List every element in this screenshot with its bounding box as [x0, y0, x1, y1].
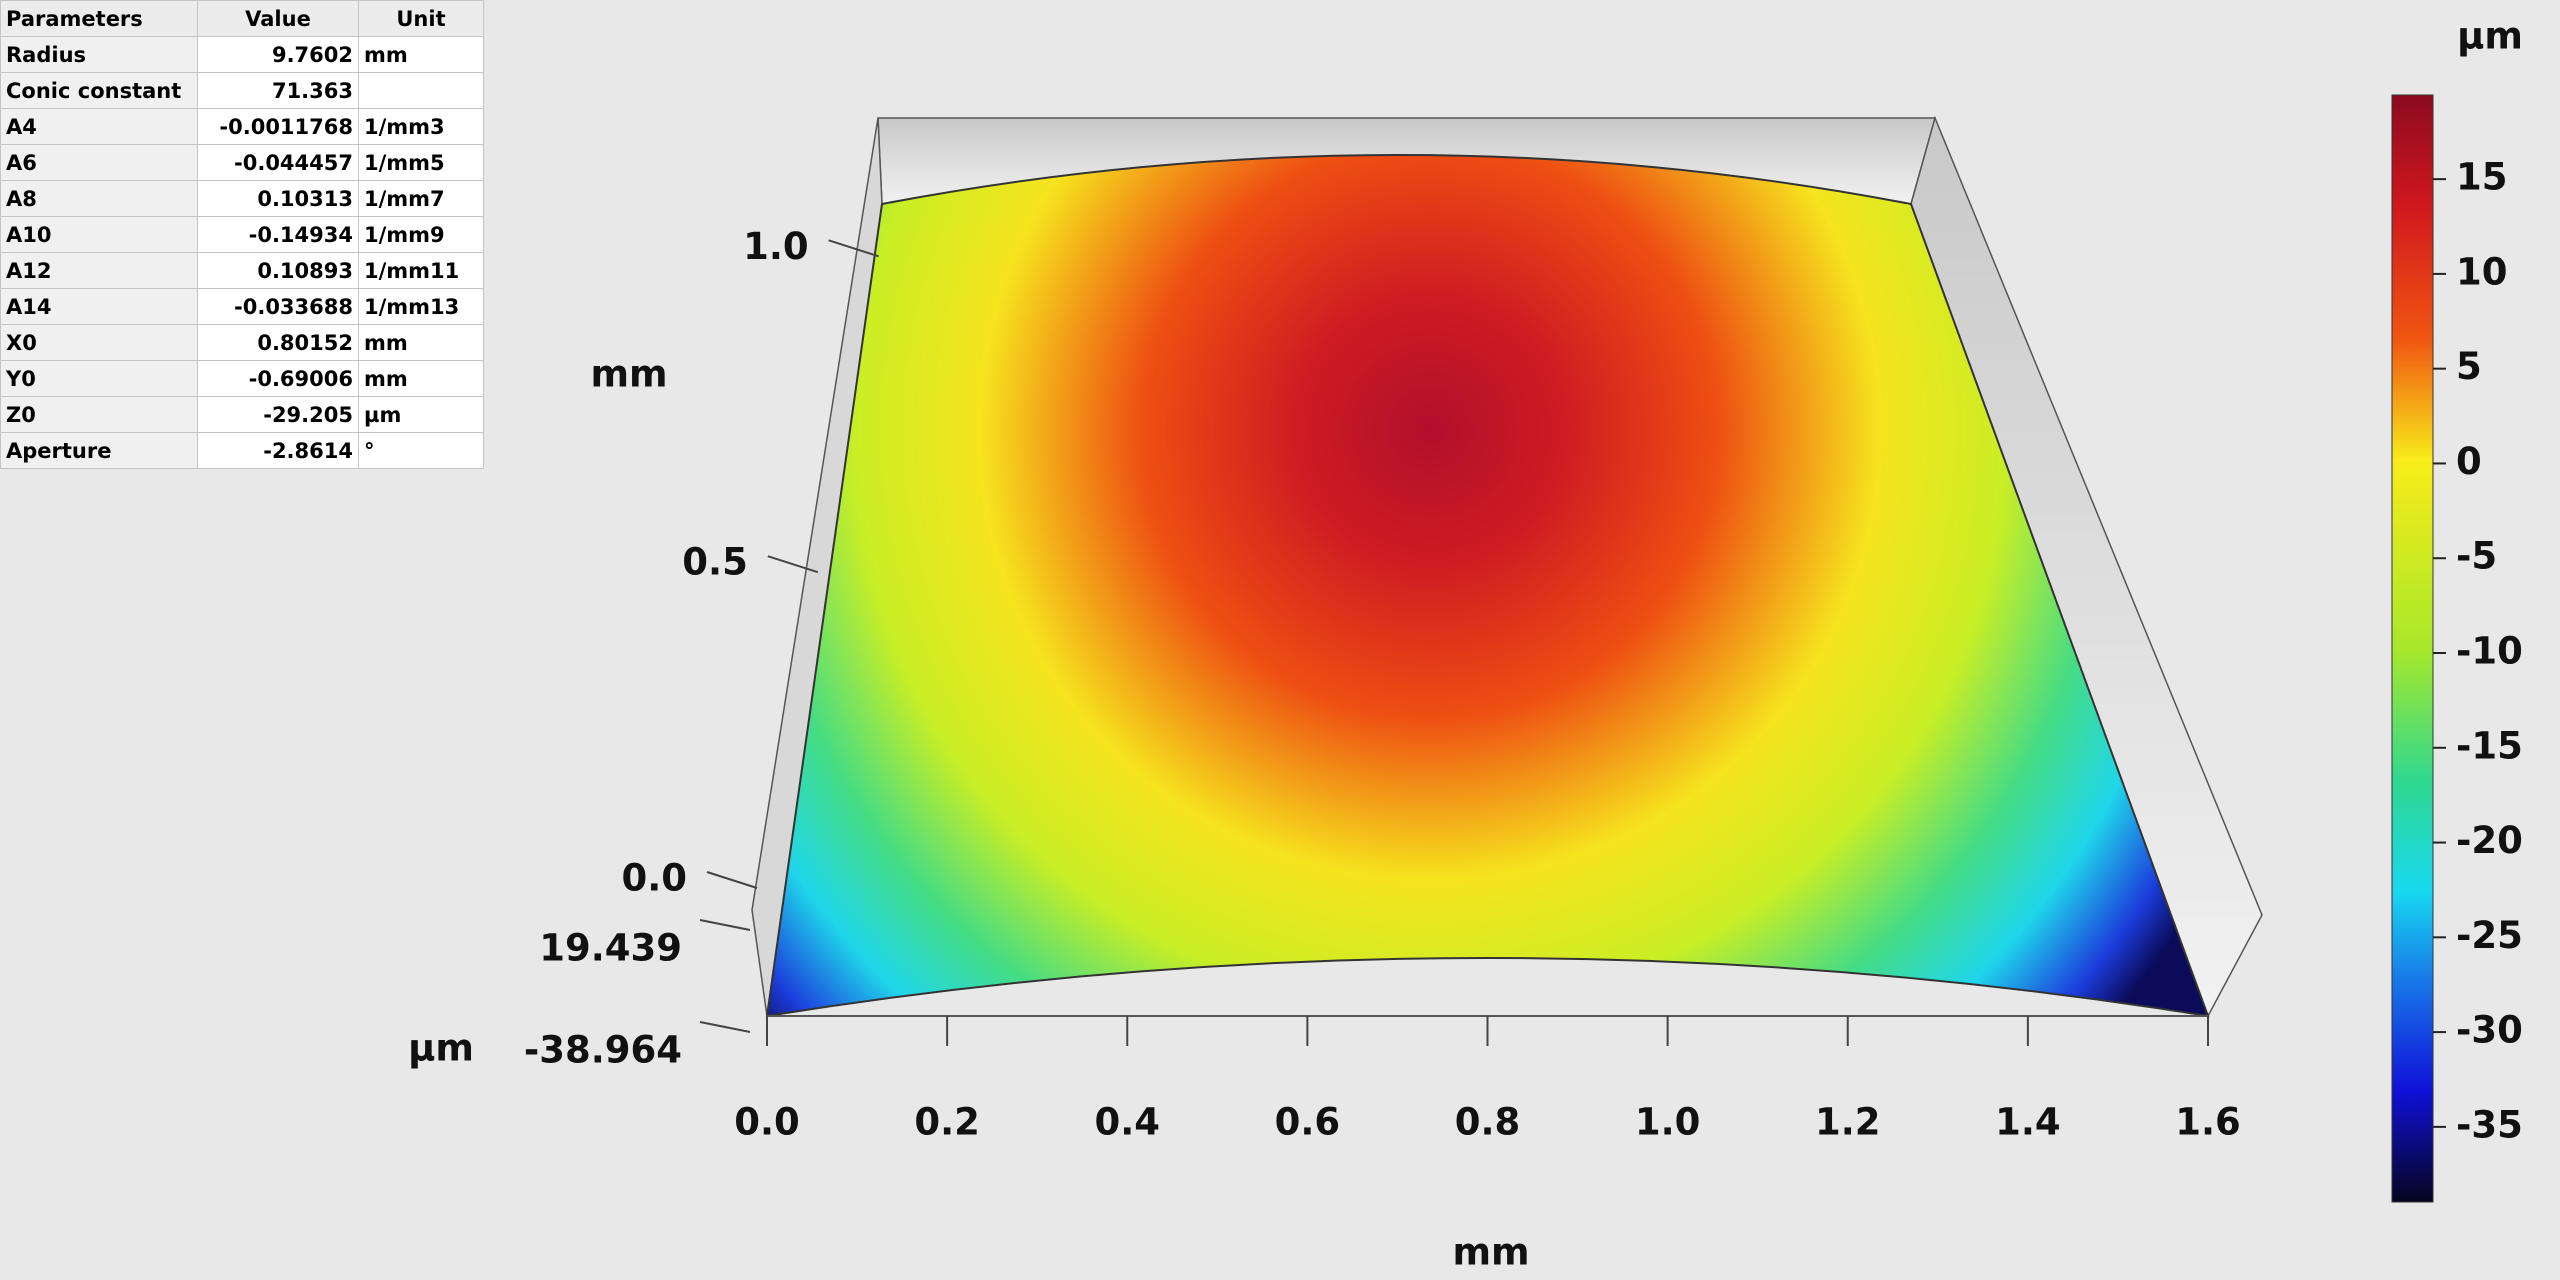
- x-tick-label: 0.8: [1455, 1101, 1521, 1144]
- table-cell: 0.10893: [197, 252, 359, 289]
- table-row: A10 -0.14934 1/mm9: [0, 216, 484, 253]
- x-tick-label: 0.0: [734, 1101, 800, 1144]
- table-cell: Z0: [0, 396, 198, 433]
- y-tick-label: 0.0: [621, 857, 687, 900]
- colorbar-tick-label: -20: [2456, 819, 2523, 862]
- table-cell: mm: [358, 360, 484, 397]
- x-tick-label: 1.4: [1995, 1101, 2061, 1144]
- table-cell: -0.0011768: [197, 108, 359, 145]
- z-tick-label: 19.439: [539, 927, 682, 970]
- table-cell: A14: [0, 288, 198, 325]
- table-cell: 1/mm9: [358, 216, 484, 253]
- colorbar-tick-label: -10: [2456, 630, 2523, 673]
- x-tick-label: 1.0: [1635, 1101, 1701, 1144]
- table-cell: °: [358, 432, 484, 469]
- x-tick-label: 0.2: [914, 1101, 980, 1144]
- colorbar-tick-label: -30: [2456, 1009, 2523, 1052]
- table-cell: 1/mm3: [358, 108, 484, 145]
- table-cell: -0.14934: [197, 216, 359, 253]
- surface: [765, 154, 2210, 1018]
- x-axis-label: mm: [1452, 1231, 1529, 1274]
- table-cell: Aperture: [0, 432, 198, 469]
- table-cell: 1/mm13: [358, 288, 484, 325]
- header-cell: Parameters: [0, 0, 198, 37]
- colorbar-tick-label: -25: [2456, 914, 2523, 957]
- table-cell: mm: [358, 36, 484, 73]
- table-cell: mm: [358, 324, 484, 361]
- colorbar-tick-label: -15: [2456, 724, 2523, 767]
- colorbar-tick-label: 15: [2456, 156, 2508, 199]
- x-tick-label: 1.2: [1815, 1101, 1881, 1144]
- table-row: Conic constant 71.363: [0, 72, 484, 109]
- y-tick-label: 0.5: [682, 541, 748, 584]
- table-cell: -2.8614: [197, 432, 359, 469]
- y-tick: [767, 555, 819, 574]
- y-tick-label: 1.0: [743, 225, 809, 268]
- x-tick-label: 0.6: [1275, 1101, 1341, 1144]
- table-row: A12 0.10893 1/mm11: [0, 252, 484, 289]
- table-cell: µm: [358, 396, 484, 433]
- y-axis-label: mm: [590, 353, 667, 396]
- table-row: A6 -0.044457 1/mm5: [0, 144, 484, 181]
- table-row: Aperture -2.8614 °: [0, 432, 484, 469]
- colorbar-label: µm: [2457, 15, 2523, 58]
- colorbar-tick-label: 0: [2456, 440, 2482, 483]
- y-tick: [828, 239, 879, 258]
- table-cell: Radius: [0, 36, 198, 73]
- colorbar-tick-label: -5: [2456, 535, 2497, 578]
- table-cell: 9.7602: [197, 36, 359, 73]
- z-tick: [699, 919, 751, 931]
- table-row: A14 -0.033688 1/mm13: [0, 288, 484, 325]
- table-cell: 0.10313: [197, 180, 359, 217]
- table-cell: -0.033688: [197, 288, 359, 325]
- table-cell: A12: [0, 252, 198, 289]
- table-cell: A4: [0, 108, 198, 145]
- table-cell: A10: [0, 216, 198, 253]
- colorbar-tick-label: 5: [2456, 345, 2482, 388]
- table-cell: 1/mm11: [358, 252, 484, 289]
- table-cell: Conic constant: [0, 72, 198, 109]
- table-cell: -29.205: [197, 396, 359, 433]
- table-cell: A8: [0, 180, 198, 217]
- table-row: Z0 -29.205 µm: [0, 396, 484, 433]
- table-cell: -0.69006: [197, 360, 359, 397]
- table-header: Parameters Value Unit: [0, 0, 484, 37]
- table-cell: -0.044457: [197, 144, 359, 181]
- table-row: Y0 -0.69006 mm: [0, 360, 484, 397]
- table-cell: A6: [0, 144, 198, 181]
- colorbar-tick-label: 10: [2456, 250, 2508, 293]
- x-tick-label: 0.4: [1094, 1101, 1160, 1144]
- z-axis-label: µm: [408, 1027, 474, 1070]
- colorbar: [2391, 94, 2434, 1203]
- z-tick: [699, 1021, 751, 1033]
- colorbar-tick-label: -35: [2456, 1103, 2523, 1146]
- table-cell: 0.80152: [197, 324, 359, 361]
- table-row: A8 0.10313 1/mm7: [0, 180, 484, 217]
- table-row: A4 -0.0011768 1/mm3: [0, 108, 484, 145]
- table-row: Radius 9.7602 mm: [0, 36, 484, 73]
- z-tick-label: -38.964: [524, 1029, 682, 1072]
- x-tick-label: 1.6: [2175, 1101, 2241, 1144]
- table-cell: [358, 72, 484, 109]
- table-cell: 1/mm7: [358, 180, 484, 217]
- table-cell: 71.363: [197, 72, 359, 109]
- y-tick: [706, 871, 758, 889]
- parameter-table: Parameters Value Unit Radius 9.7602 mm Coni…: [0, 0, 484, 469]
- table-cell: 1/mm5: [358, 144, 484, 181]
